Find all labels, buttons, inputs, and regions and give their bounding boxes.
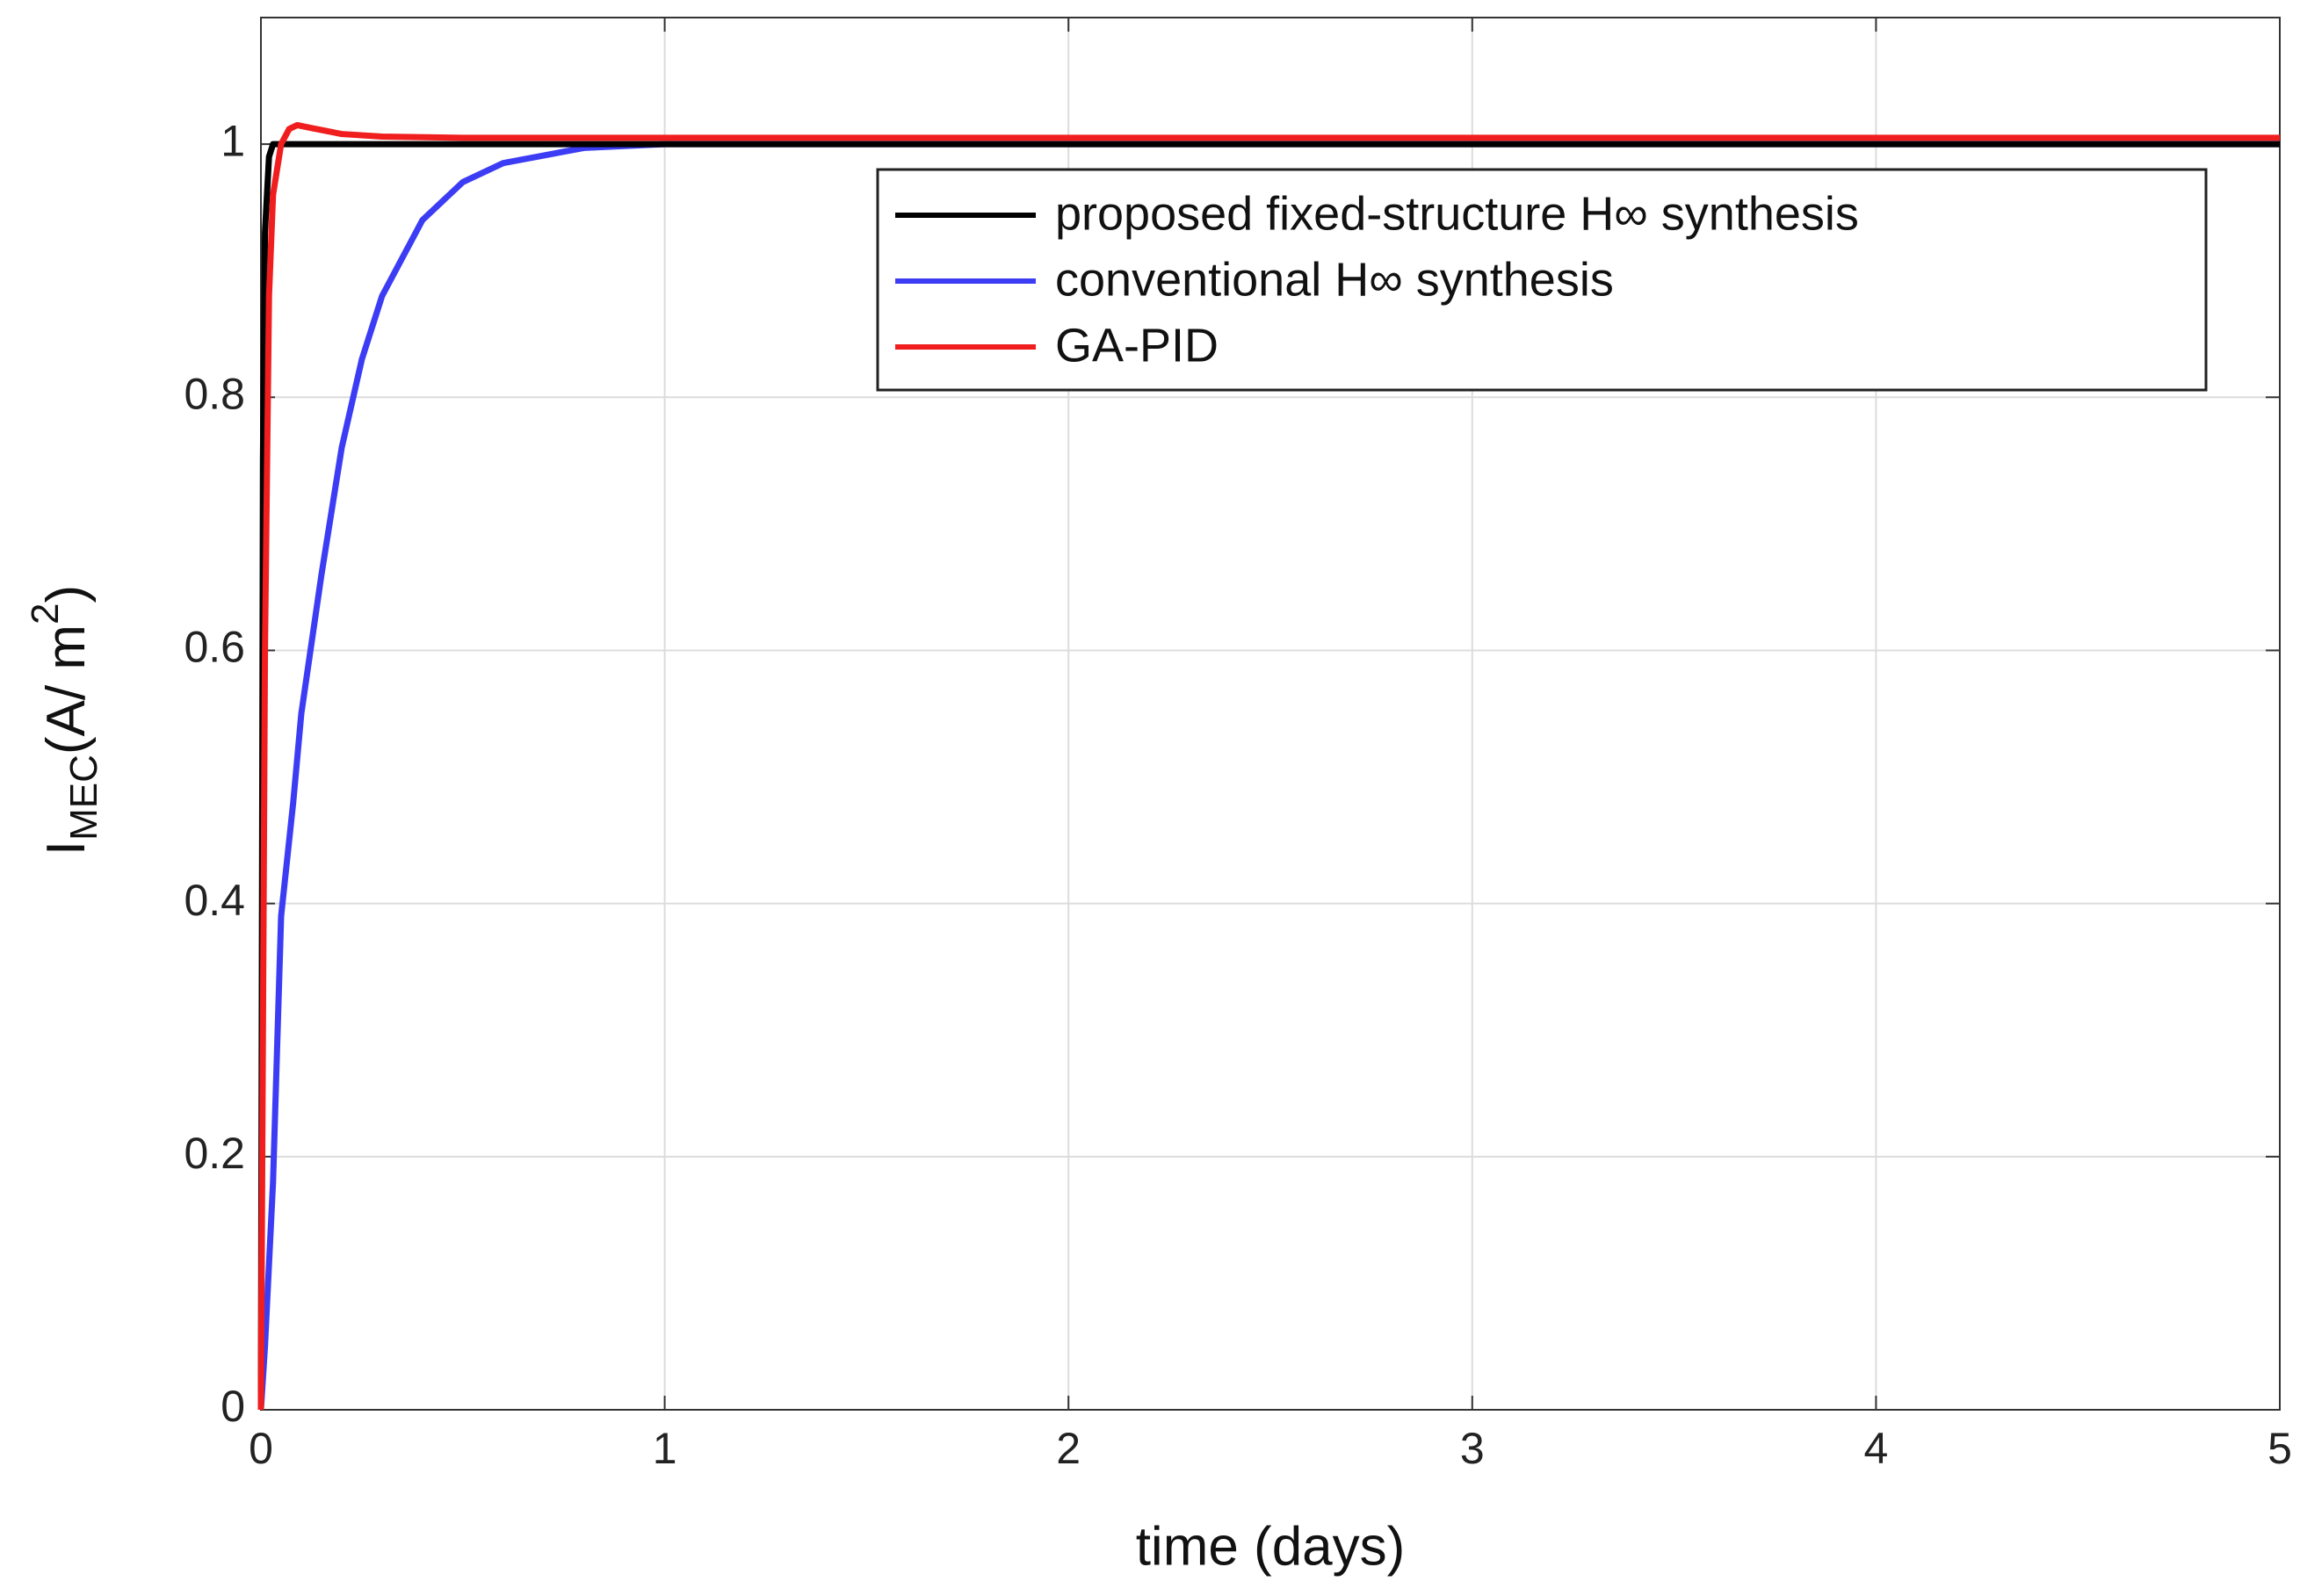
series-line [257, 141, 2280, 1411]
legend-label: GA-PID [1055, 319, 1219, 372]
y-tick-label: 0.8 [184, 369, 245, 418]
y-label-end: ) [36, 585, 97, 603]
y-label-main: (A/ m [36, 625, 97, 755]
y-label-sub: MEC [62, 755, 105, 841]
y-axis-label: IMEC(A/ m2) [24, 585, 105, 856]
legend-label: conventional H∞ synthesis [1055, 253, 1614, 306]
x-tick-label: 2 [1056, 1424, 1081, 1473]
y-tick-label: 0 [221, 1382, 245, 1431]
y-tick-label: 0.2 [184, 1129, 245, 1178]
legend-label: proposed fixed-structure H∞ synthesis [1055, 187, 1859, 240]
legend-box [876, 168, 2208, 392]
x-axis-label: time (days) [1136, 1516, 1406, 1577]
x-tick-label: 3 [1460, 1424, 1485, 1473]
x-tick-label: 5 [2267, 1424, 2292, 1473]
x-tick-label: 0 [249, 1424, 273, 1473]
y-tick-label: 1 [221, 116, 245, 165]
x-tick-label: 1 [653, 1424, 677, 1473]
y-tick-label: 0.4 [184, 876, 245, 925]
y-tick-label: 0.6 [184, 623, 245, 672]
y-label-sup: 2 [24, 603, 67, 625]
series-line [257, 121, 2280, 1411]
x-tick-label: 4 [1863, 1424, 1888, 1473]
y-label-base: I [36, 841, 97, 856]
series-line [257, 141, 2280, 1411]
